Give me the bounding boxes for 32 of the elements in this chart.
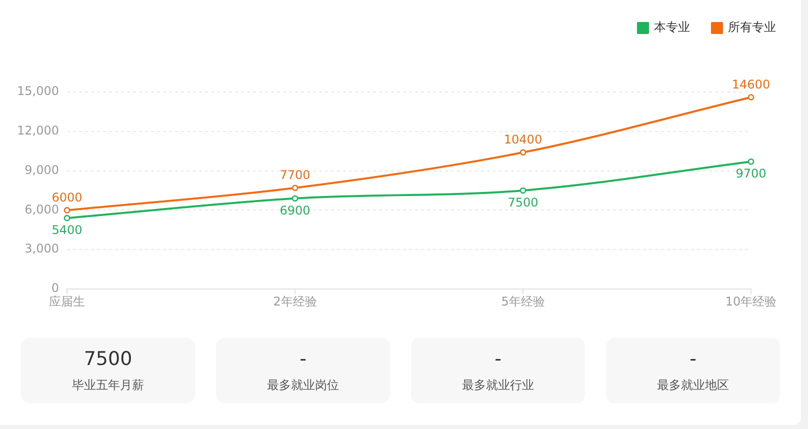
point bbox=[292, 195, 298, 202]
point bbox=[520, 149, 526, 156]
y-tick-label: 9,000 bbox=[24, 162, 59, 177]
legend-label: 所有专业 bbox=[728, 20, 776, 34]
point bbox=[292, 184, 298, 192]
point bbox=[64, 214, 70, 222]
y-tick-label: 12,000 bbox=[17, 124, 59, 138]
point bbox=[64, 207, 70, 214]
point bbox=[748, 94, 754, 100]
y-tick-label: 0 bbox=[51, 281, 59, 296]
y-tick-label: 15,000 bbox=[17, 84, 59, 98]
legend-label: 本专业 bbox=[654, 20, 690, 34]
data-label: 6900 bbox=[280, 204, 310, 218]
x-tick-label: 10年经验 bbox=[725, 294, 777, 308]
data-label: 5400 bbox=[52, 223, 82, 238]
point bbox=[748, 158, 754, 165]
info-card: - 最多就业行业 bbox=[411, 338, 585, 403]
x-tick-label: 应届生 bbox=[49, 294, 85, 308]
data-label: 9700 bbox=[736, 166, 766, 181]
data-label: 6000 bbox=[52, 190, 82, 204]
data-label: 10400 bbox=[504, 132, 542, 147]
point bbox=[520, 187, 526, 194]
y-tick-label: 3,000 bbox=[24, 242, 59, 256]
data-label: 7700 bbox=[280, 168, 310, 182]
data-label: 7500 bbox=[508, 196, 538, 210]
x-tick-label: 5年经验 bbox=[501, 294, 545, 308]
info-card: - 最多就业地区 bbox=[606, 338, 780, 403]
y-tick-label: 6,000 bbox=[24, 202, 59, 216]
info-card: - 最多就业岗位 bbox=[216, 338, 390, 403]
x-tick-label: 2年经验 bbox=[273, 294, 317, 308]
info-card: 7500 毕业五年月薪 bbox=[21, 338, 195, 403]
data-label: 14600 bbox=[732, 77, 770, 92]
